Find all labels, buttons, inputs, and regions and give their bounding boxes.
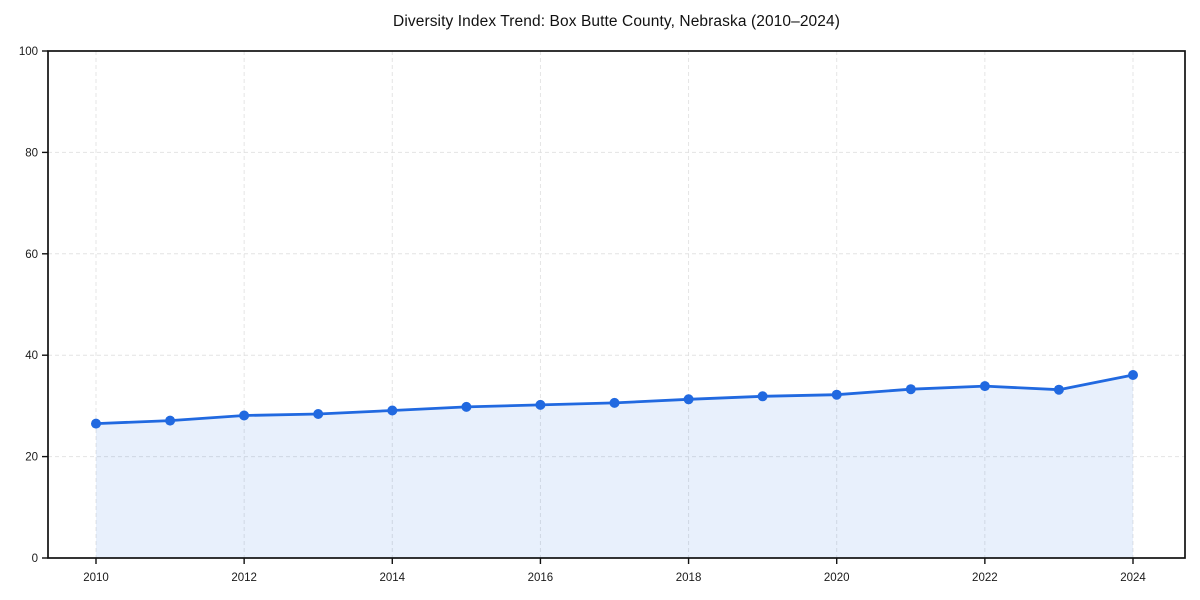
x-tick-label: 2012 xyxy=(231,572,257,584)
y-tick-label: 40 xyxy=(25,350,38,362)
area-fill xyxy=(96,375,1133,558)
data-point xyxy=(979,381,990,392)
chart-title: Diversity Index Trend: Box Butte County,… xyxy=(393,13,840,30)
x-tick-label: 2022 xyxy=(972,572,998,584)
data-point xyxy=(387,405,398,416)
x-tick-label: 2014 xyxy=(379,572,405,584)
data-point xyxy=(757,391,768,402)
data-point xyxy=(683,394,694,405)
x-tick-label: 2010 xyxy=(83,572,109,584)
y-tick-label: 100 xyxy=(19,46,38,58)
plot-border xyxy=(47,50,1186,559)
y-tick-label: 60 xyxy=(25,249,38,261)
data-point xyxy=(461,401,472,412)
data-point xyxy=(609,397,620,408)
x-tick-label: 2024 xyxy=(1120,572,1146,584)
data-point xyxy=(165,415,176,426)
data-point xyxy=(535,399,546,410)
y-tick-label: 80 xyxy=(25,147,38,159)
data-point xyxy=(1053,384,1064,395)
data-point xyxy=(831,389,842,400)
x-tick-label: 2018 xyxy=(676,572,702,584)
y-tick-label: 20 xyxy=(25,452,38,464)
data-point xyxy=(905,384,916,395)
y-tick-label: 0 xyxy=(32,553,38,565)
data-point xyxy=(239,410,250,421)
x-tick-label: 2020 xyxy=(824,572,850,584)
data-point xyxy=(313,409,324,419)
data-point xyxy=(1128,370,1138,380)
data-point xyxy=(91,418,101,429)
x-tick-label: 2016 xyxy=(528,572,554,584)
